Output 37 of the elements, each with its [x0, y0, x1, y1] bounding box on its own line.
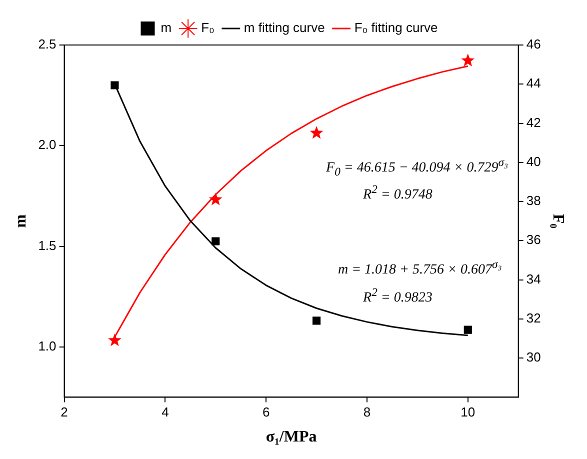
x-tick-label: 10 — [460, 404, 476, 420]
y2-tick-label: 34 — [526, 271, 541, 286]
point — [212, 237, 220, 246]
point — [310, 126, 324, 139]
point — [110, 81, 119, 90]
y-tick-label: 2.5 — [38, 36, 56, 52]
x-tick-label: 4 — [162, 404, 169, 420]
annotation: F$_{0}$ = 46.615 − 40.094 × 0.729$^{σ₃}$ — [326, 156, 508, 178]
y2-tick-label: 44 — [526, 76, 541, 91]
x-axis-title: σ₁/MPa — [266, 428, 317, 446]
point — [208, 192, 222, 206]
y-tick-label: 1.5 — [38, 238, 56, 253]
y-tick-label: 1.0 — [38, 338, 56, 354]
annotation: m = 1.018 + 5.756 × 0.607$^{σ₃}$ — [338, 258, 502, 279]
x-tick-label: 8 — [363, 404, 371, 420]
annotation: R$^{2}$ = 0.9823 — [363, 286, 432, 307]
y2-tick-label: 46 — [526, 36, 541, 52]
legend-label: m — [160, 20, 172, 36]
legend-label: F₀ fitting curve — [354, 20, 438, 36]
legend-label: m fitting curve — [244, 20, 325, 36]
annotation: R$^{2}$ = 0.9748 — [363, 183, 432, 204]
point — [108, 333, 122, 346]
point — [464, 326, 472, 334]
y2-tick-label: 38 — [526, 193, 541, 208]
legend-label: F₀ — [201, 20, 214, 36]
point — [312, 316, 321, 325]
x-tick-label: 6 — [262, 404, 270, 420]
y2-tick-label: 42 — [526, 114, 541, 130]
y-axis-title: m — [12, 214, 30, 228]
y2-tick-label: 40 — [526, 154, 541, 169]
y2-tick-label: 36 — [526, 232, 541, 248]
y2-tick-label: 30 — [526, 350, 541, 365]
y-tick-label: 2.0 — [38, 137, 56, 152]
x-tick-label: 2 — [60, 404, 68, 420]
y2-axis-title: F₀ — [549, 214, 566, 229]
y2-tick-label: 32 — [526, 310, 541, 326]
point — [461, 54, 475, 66]
